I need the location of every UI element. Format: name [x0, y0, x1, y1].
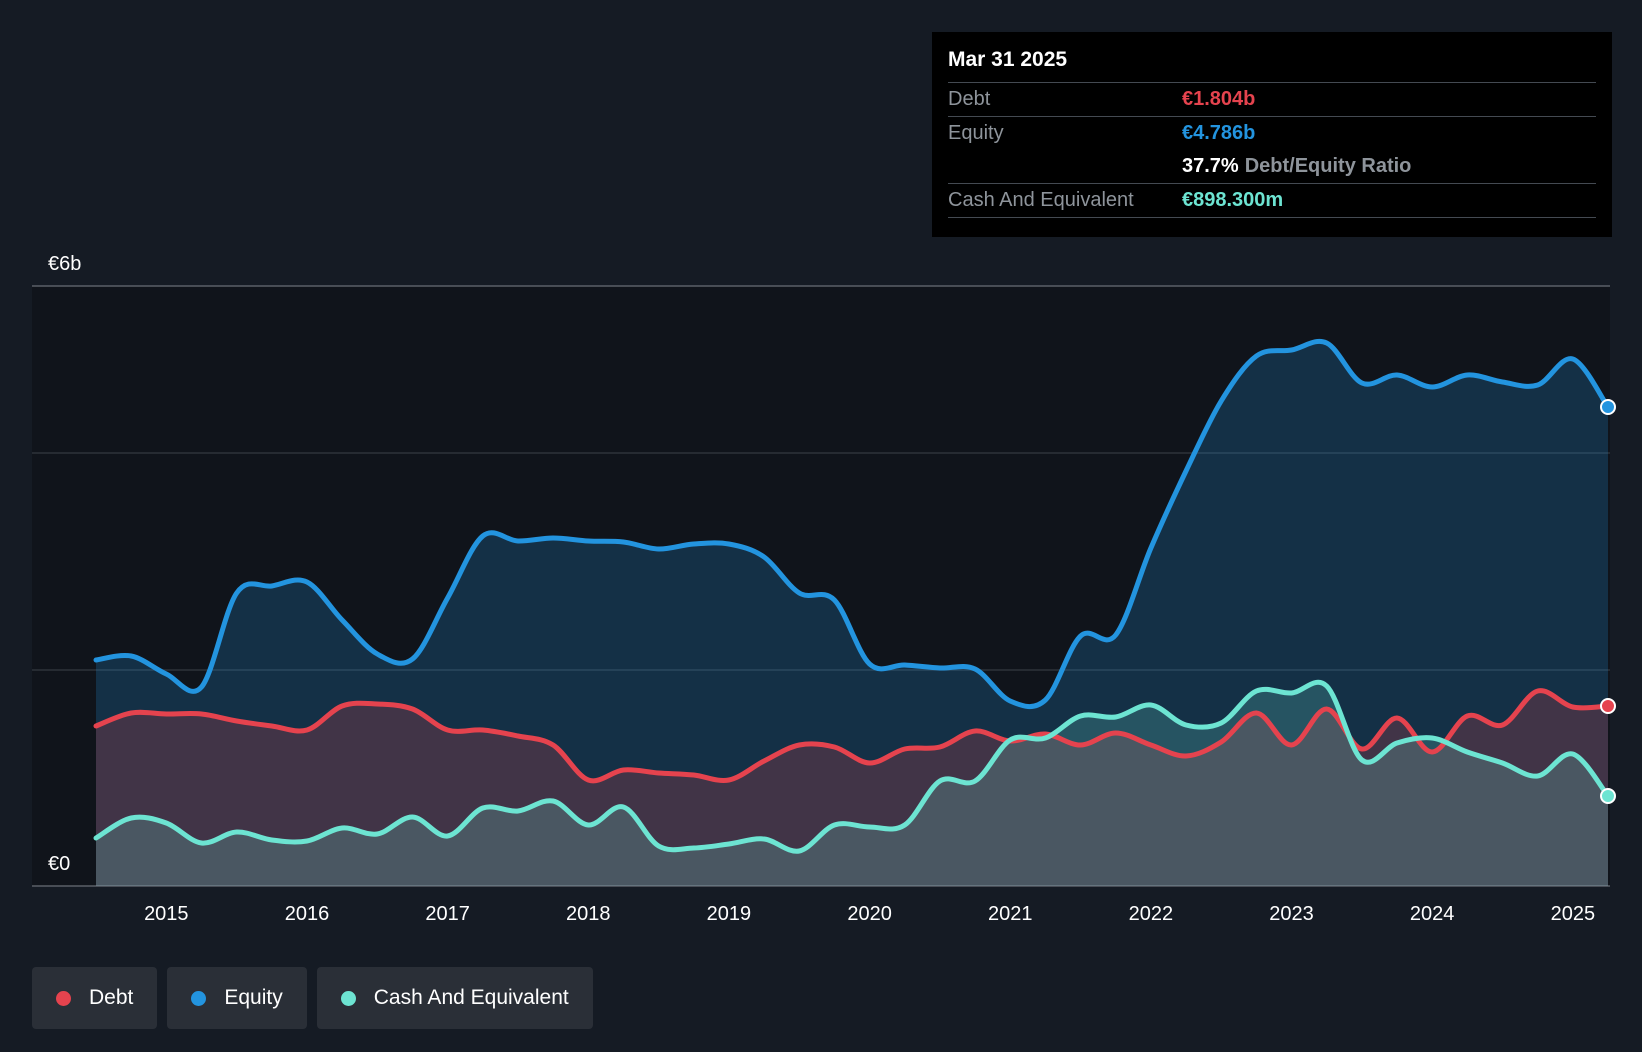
debt-area	[96, 690, 1608, 886]
tooltip-equity-label: Equity	[948, 122, 1004, 144]
cash-dot-icon	[340, 990, 356, 1006]
grid-lines	[32, 285, 1610, 887]
tooltip-date: Mar 31 2025	[948, 46, 1596, 83]
legend-item-debt[interactable]: Debt	[32, 967, 158, 1029]
tooltip-equity-value: €4.786b	[1182, 122, 1256, 144]
tooltip-panel: Mar 31 2025 Debt €1.804b Equity €4.786b …	[932, 32, 1612, 237]
x-tick-label: 2021	[988, 903, 1033, 925]
cash-and-equivalent-line	[93, 679, 1611, 854]
x-tick-label: 2023	[1269, 903, 1314, 925]
tooltip-debt-value: €1.804b	[1182, 88, 1256, 110]
legend-item-cash[interactable]: Cash And Equivalent	[316, 967, 593, 1029]
x-tick-label: 2024	[1410, 903, 1455, 925]
equity-area	[96, 341, 1608, 886]
x-axis-ticks: 2015 2016 2017 2018 2019 2020 2021 2022 2023 2024…	[144, 903, 1595, 925]
plot-background	[32, 286, 1610, 886]
tooltip-debt-row: Debt €1.804b	[948, 83, 1596, 117]
legend-label-equity: Equity	[224, 986, 283, 1009]
x-tick-label: 2025	[1551, 903, 1596, 925]
legend-item-equity[interactable]: Equity	[167, 967, 307, 1029]
equity-end-point	[1600, 399, 1616, 415]
tooltip-equity-row: Equity €4.786b	[948, 117, 1596, 150]
legend-label-debt: Debt	[89, 986, 134, 1009]
x-tick-label: 2020	[847, 903, 892, 925]
tooltip-debt-label: Debt	[948, 88, 991, 110]
debt-line	[93, 688, 1611, 784]
x-tick-label: 2016	[285, 903, 330, 925]
series-lines	[93, 338, 1611, 854]
legend: Debt Equity Cash And Equivalent	[32, 967, 593, 1029]
debt-dot-icon	[56, 990, 71, 1006]
tooltip-cash-value: €898.300m	[1182, 189, 1284, 211]
y-axis-ticks: €0 €6b	[48, 253, 81, 875]
tooltip-ratio-row: 37.7% Debt/Equity Ratio	[948, 150, 1596, 184]
equity-dot-icon	[191, 990, 207, 1006]
tooltip-cash-label: Cash And Equivalent	[948, 189, 1134, 211]
tooltip-cash-row: Cash And Equivalent €898.300m	[948, 184, 1596, 218]
end-markers	[1600, 399, 1616, 804]
cash-and-equivalent-end-point	[1600, 788, 1616, 804]
debt-end-point	[1600, 698, 1616, 714]
x-tick-label: 2015	[144, 903, 189, 925]
y-tick-label: €0	[48, 853, 70, 875]
tooltip-ratio-spacer	[948, 150, 1182, 183]
x-tick-label: 2018	[566, 903, 611, 925]
tooltip-ratio-label: Debt/Equity Ratio	[1244, 155, 1412, 177]
y-tick-label: €6b	[48, 253, 81, 275]
tooltip-ratio-value: 37.7%	[1182, 155, 1239, 177]
x-tick-label: 2022	[1129, 903, 1174, 925]
equity-line	[93, 338, 1611, 709]
x-tick-label: 2017	[425, 903, 470, 925]
legend-label-cash: Cash And Equivalent	[373, 986, 569, 1009]
x-tick-label: 2019	[707, 903, 752, 925]
